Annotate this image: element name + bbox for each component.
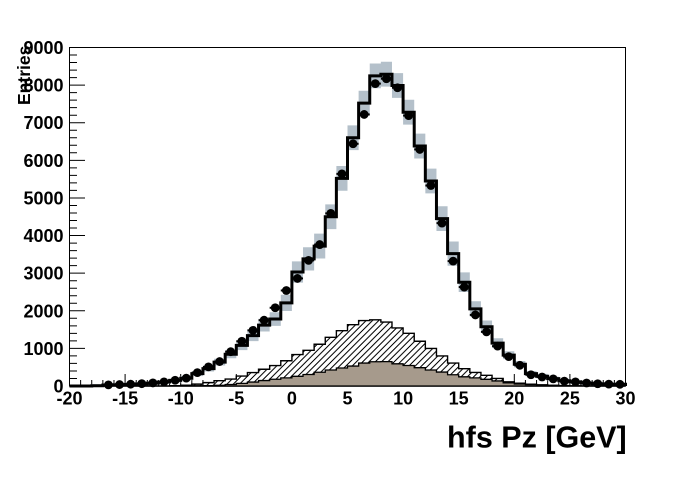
svg-text:6000: 6000 [23, 151, 63, 171]
svg-text:-10: -10 [168, 389, 194, 409]
svg-text:2000: 2000 [23, 301, 63, 321]
svg-text:-5: -5 [228, 389, 244, 409]
svg-text:Entries: Entries [14, 45, 34, 105]
svg-text:15: 15 [449, 389, 469, 409]
svg-text:5: 5 [342, 389, 352, 409]
svg-text:10: 10 [393, 389, 413, 409]
svg-text:0: 0 [287, 389, 297, 409]
svg-text:25: 25 [560, 389, 580, 409]
svg-text:hfs Pz [GeV]: hfs Pz [GeV] [447, 421, 627, 455]
svg-text:1000: 1000 [23, 339, 63, 359]
svg-text:-15: -15 [112, 389, 138, 409]
svg-text:9000: 9000 [23, 38, 63, 58]
svg-text:-20: -20 [56, 389, 82, 409]
svg-text:8000: 8000 [23, 76, 63, 96]
svg-text:7000: 7000 [23, 113, 63, 133]
svg-text:3000: 3000 [23, 264, 63, 284]
svg-text:0: 0 [53, 377, 63, 397]
svg-text:4000: 4000 [23, 226, 63, 246]
svg-text:20: 20 [504, 389, 524, 409]
svg-text:5000: 5000 [23, 188, 63, 208]
svg-text:30: 30 [615, 389, 635, 409]
